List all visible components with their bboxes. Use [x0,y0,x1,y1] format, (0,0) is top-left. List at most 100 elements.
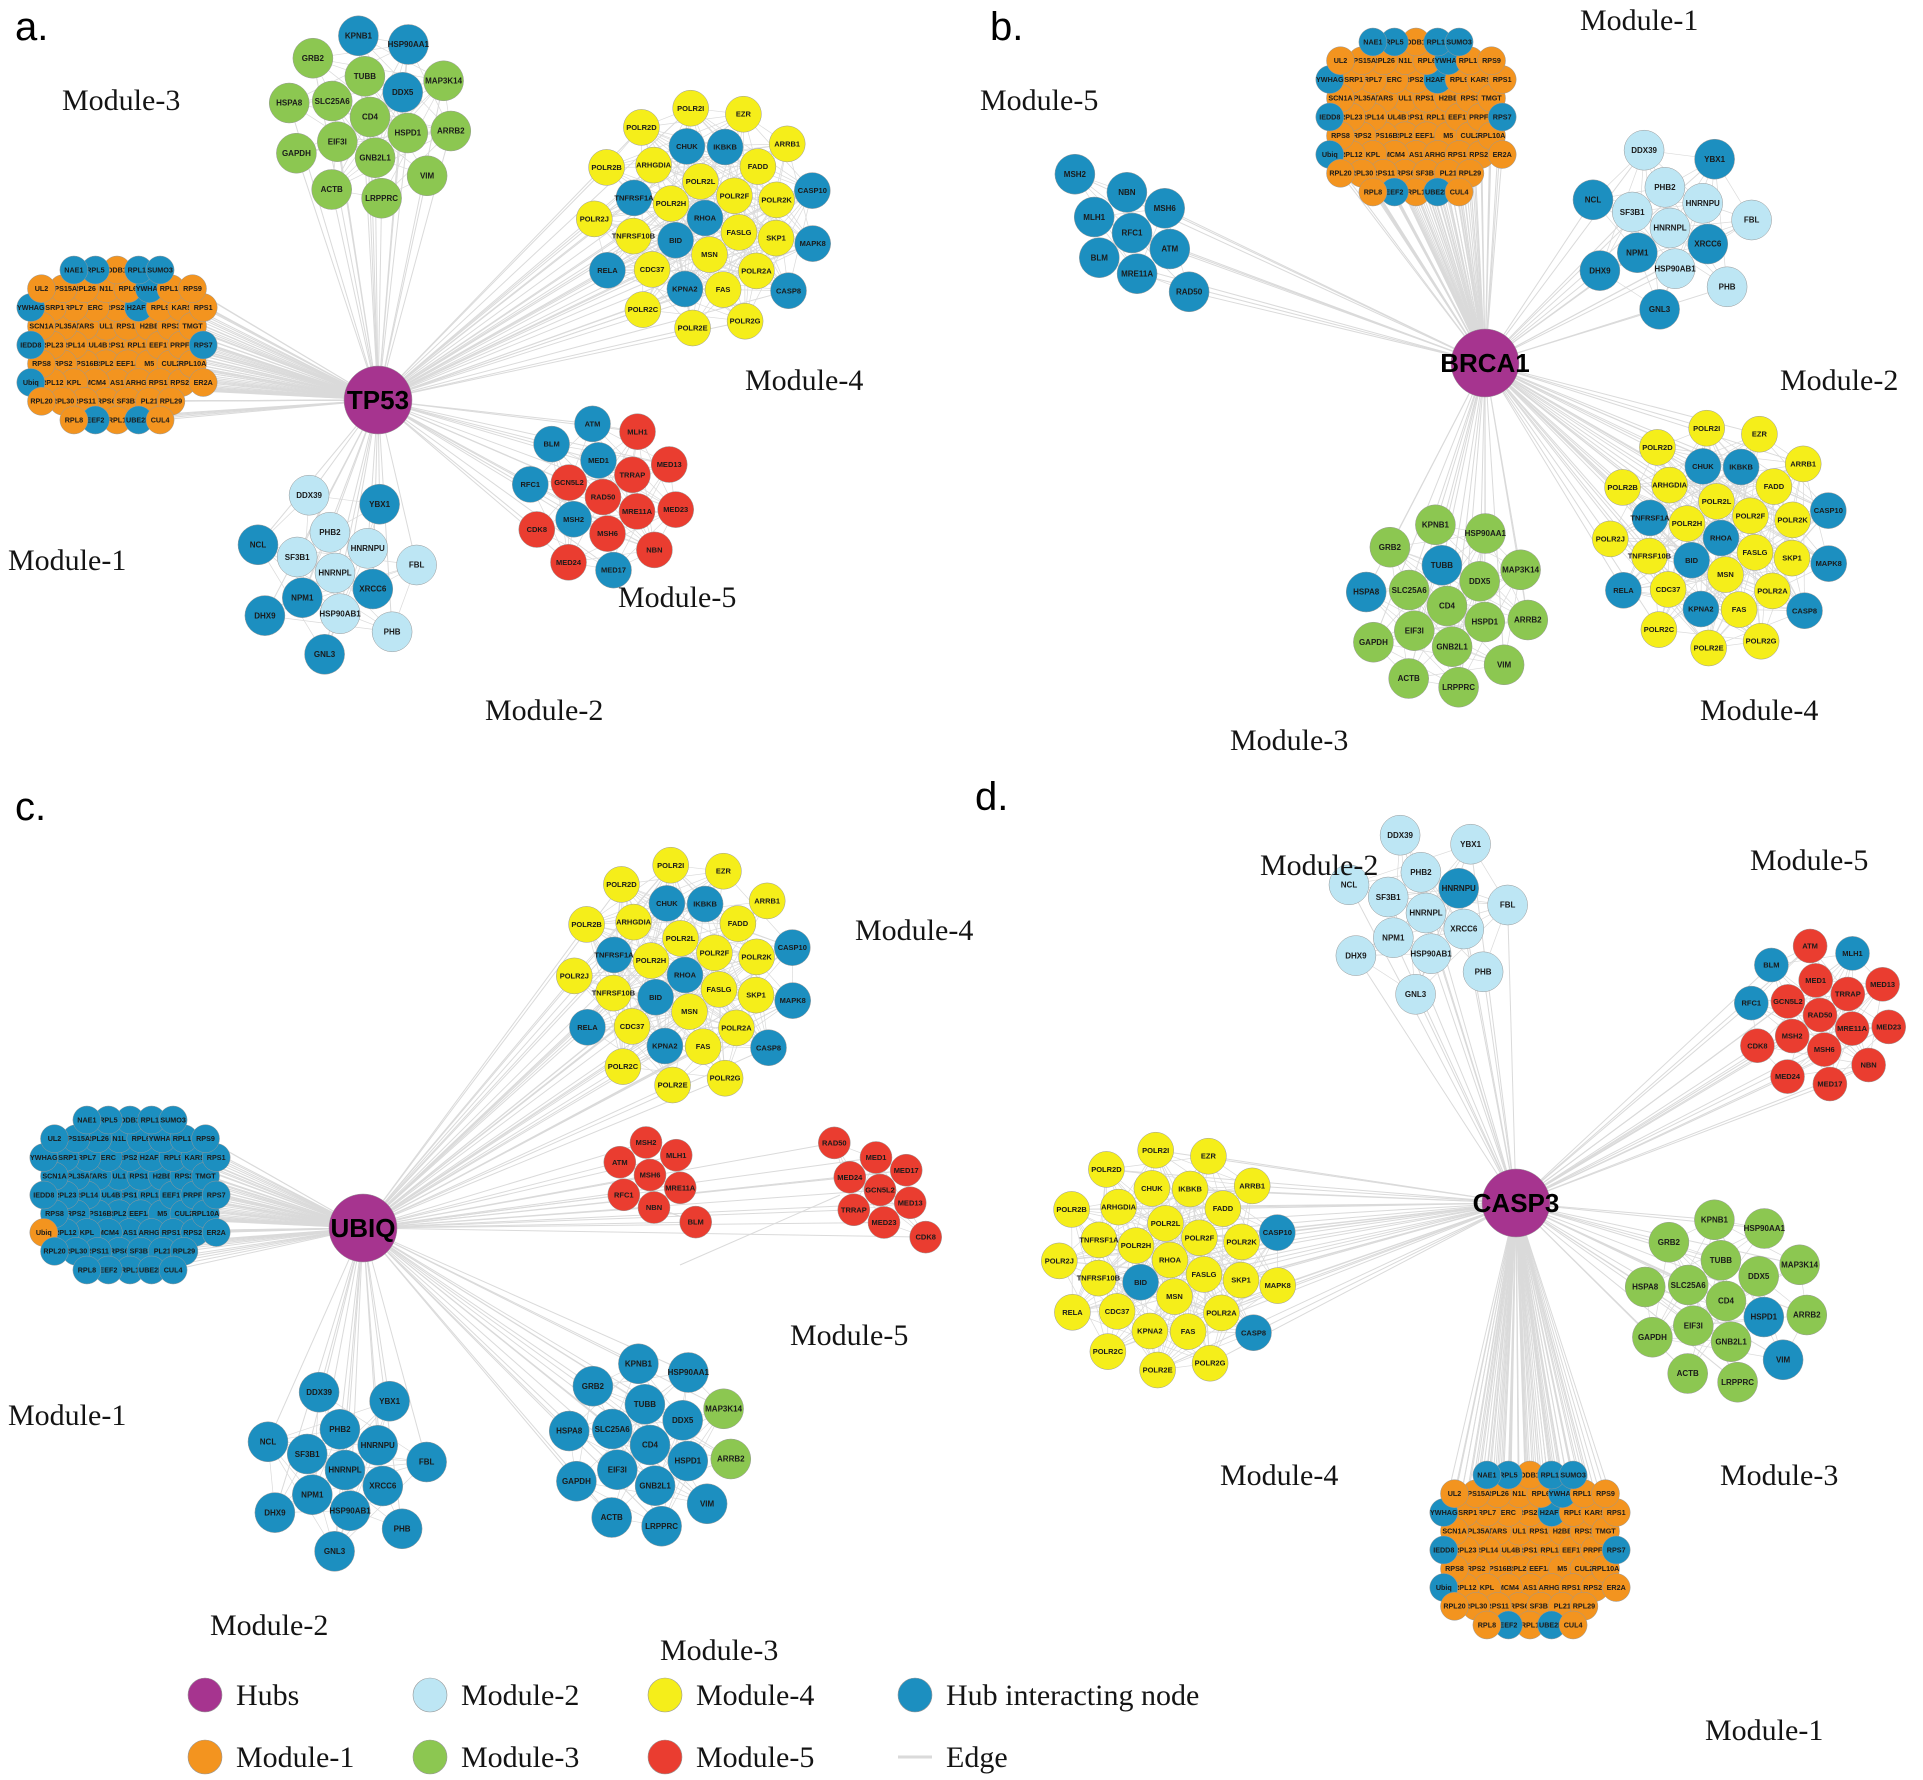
svg-text:GAPDH: GAPDH [562,1477,591,1486]
svg-text:POLR2F: POLR2F [700,948,730,957]
svg-text:TNFRSF1A: TNFRSF1A [614,193,654,202]
svg-text:RHOA: RHOA [1710,534,1733,543]
svg-text:NBN: NBN [646,546,662,555]
svg-text:TUBB: TUBB [1431,561,1453,570]
svg-text:BLM: BLM [688,1218,704,1227]
svg-text:SF3B1: SF3B1 [295,1450,320,1459]
svg-text:H2BE: H2BE [1439,94,1458,103]
svg-text:POLR2L: POLR2L [1151,1219,1181,1228]
svg-text:RPL20: RPL20 [1329,169,1351,178]
svg-text:FADD: FADD [1764,482,1785,491]
svg-text:POLR2G: POLR2G [730,317,761,326]
svg-text:ER2A: ER2A [1607,1583,1626,1592]
svg-text:CASP10: CASP10 [1814,506,1843,515]
svg-text:Ubiq: Ubiq [1436,1583,1452,1592]
svg-text:MED13: MED13 [898,1198,923,1207]
svg-text:PL21: PL21 [154,1247,171,1256]
svg-text:MSH6: MSH6 [597,529,618,538]
svg-text:RAD50: RAD50 [591,493,616,502]
svg-text:H2BE: H2BE [140,322,159,331]
svg-text:RPS1: RPS1 [1607,1508,1626,1517]
svg-text:HNRNPL: HNRNPL [1409,909,1442,918]
svg-text:POLR2A: POLR2A [1757,587,1788,596]
svg-text:TRRAP: TRRAP [841,1205,867,1214]
svg-text:M5: M5 [157,1209,167,1218]
svg-text:ATM: ATM [1161,245,1178,254]
svg-text:GNL3: GNL3 [1649,305,1671,314]
svg-text:ARRB2: ARRB2 [717,1455,745,1464]
svg-text:POLR2D: POLR2D [606,880,637,889]
svg-text:RPS8: RPS8 [1331,131,1350,140]
svg-text:RPS3: RPS3 [175,1172,194,1181]
svg-text:HNRNPU: HNRNPU [1686,199,1720,208]
svg-text:MRE11A: MRE11A [665,1183,696,1192]
svg-text:BID: BID [1134,1278,1148,1287]
svg-text:YWHAG: YWHAG [1430,1508,1458,1517]
svg-text:KPNB1: KPNB1 [1701,1216,1729,1225]
svg-text:POLR2F: POLR2F [1736,511,1766,520]
svg-text:GNB2L1: GNB2L1 [359,153,391,162]
svg-text:KPNB1: KPNB1 [345,32,373,41]
svg-text:CD4: CD4 [362,113,379,122]
svg-text:VIM: VIM [700,1500,715,1509]
svg-text:DDX5: DDX5 [392,88,414,97]
svg-text:POLR2L: POLR2L [1702,497,1732,506]
svg-text:GAPDH: GAPDH [282,149,311,158]
svg-text:TNFRSF10B: TNFRSF10B [592,989,636,998]
svg-text:RPL8: RPL8 [1364,188,1382,197]
svg-text:RPS1: RPS1 [194,303,213,312]
svg-text:HSP90AA1: HSP90AA1 [1465,529,1507,538]
svg-text:MSH2: MSH2 [1064,170,1087,179]
svg-text:POLR2E: POLR2E [1694,644,1724,653]
svg-text:RPL29: RPL29 [1459,169,1481,178]
svg-text:HNRNPL: HNRNPL [328,1466,361,1475]
svg-text:HSPD1: HSPD1 [1750,1313,1777,1322]
svg-text:ARHGDIA: ARHGDIA [636,161,672,170]
svg-text:RPL9: RPL9 [1564,1508,1582,1517]
svg-text:HSPA8: HSPA8 [276,99,303,108]
svg-text:CD4: CD4 [642,1441,659,1450]
svg-text:MLH1: MLH1 [666,1151,686,1160]
svg-text:RPL8: RPL8 [1478,1621,1496,1630]
svg-text:Module-3: Module-3 [62,84,180,117]
svg-text:MED23: MED23 [871,1218,896,1227]
svg-text:FBL: FBL [1500,901,1516,910]
svg-text:POLR2D: POLR2D [1091,1165,1122,1174]
svg-text:FASLG: FASLG [726,228,751,237]
svg-text:AS1: AS1 [1409,150,1423,159]
svg-text:RPS6: RPS6 [1396,169,1415,178]
svg-text:UL2: UL2 [1334,56,1348,65]
svg-text:MAP3K14: MAP3K14 [1502,566,1539,575]
svg-text:N1L: N1L [1398,56,1412,65]
svg-text:RPL7: RPL7 [1364,75,1382,84]
svg-text:MAPK8: MAPK8 [800,239,826,248]
svg-text:NBN: NBN [1860,1061,1876,1070]
svg-text:ARHGDIA: ARHGDIA [616,918,652,927]
svg-text:ATM: ATM [585,420,601,429]
svg-text:CASP8: CASP8 [756,1043,781,1052]
svg-text:UL2: UL2 [35,284,49,293]
svg-text:HSPA8: HSPA8 [1632,1283,1659,1292]
svg-text:ERC: ERC [88,303,103,312]
svg-text:RPS6: RPS6 [110,1247,129,1256]
svg-text:Module-5: Module-5 [980,84,1098,117]
svg-text:CD4: CD4 [1439,602,1456,611]
svg-text:ARRB2: ARRB2 [1793,1311,1821,1320]
svg-text:H2BE: H2BE [153,1172,172,1181]
svg-text:SLC25A6: SLC25A6 [595,1425,631,1434]
svg-text:ACTB: ACTB [1398,674,1420,683]
svg-text:Ubiq: Ubiq [23,378,39,387]
svg-text:CDK8: CDK8 [527,525,547,534]
svg-text:CUL2: CUL2 [1575,1564,1594,1573]
svg-text:MED23: MED23 [663,505,688,514]
svg-text:KPL: KPL [1366,150,1381,159]
svg-text:POLR2L: POLR2L [686,177,716,186]
svg-text:RPL6: RPL6 [1418,56,1436,65]
svg-text:PL21: PL21 [141,397,158,406]
svg-text:ARRB1: ARRB1 [1239,1182,1265,1191]
svg-text:Module-3: Module-3 [461,1741,579,1774]
svg-text:UL1: UL1 [112,1172,126,1181]
svg-text:RPS2: RPS2 [1467,1564,1486,1573]
svg-text:EEF2: EEF2 [1499,1621,1517,1630]
svg-text:RPL1: RPL1 [108,416,126,425]
